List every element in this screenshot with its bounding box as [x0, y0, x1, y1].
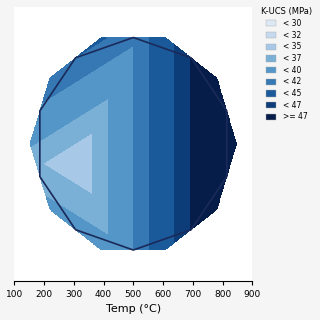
X-axis label: Temp (°C): Temp (°C) [106, 304, 161, 315]
Legend: < 30, < 32, < 35, < 37, < 40, < 42, < 45, < 47, >= 47: < 30, < 32, < 35, < 37, < 40, < 42, < 45… [259, 5, 314, 124]
